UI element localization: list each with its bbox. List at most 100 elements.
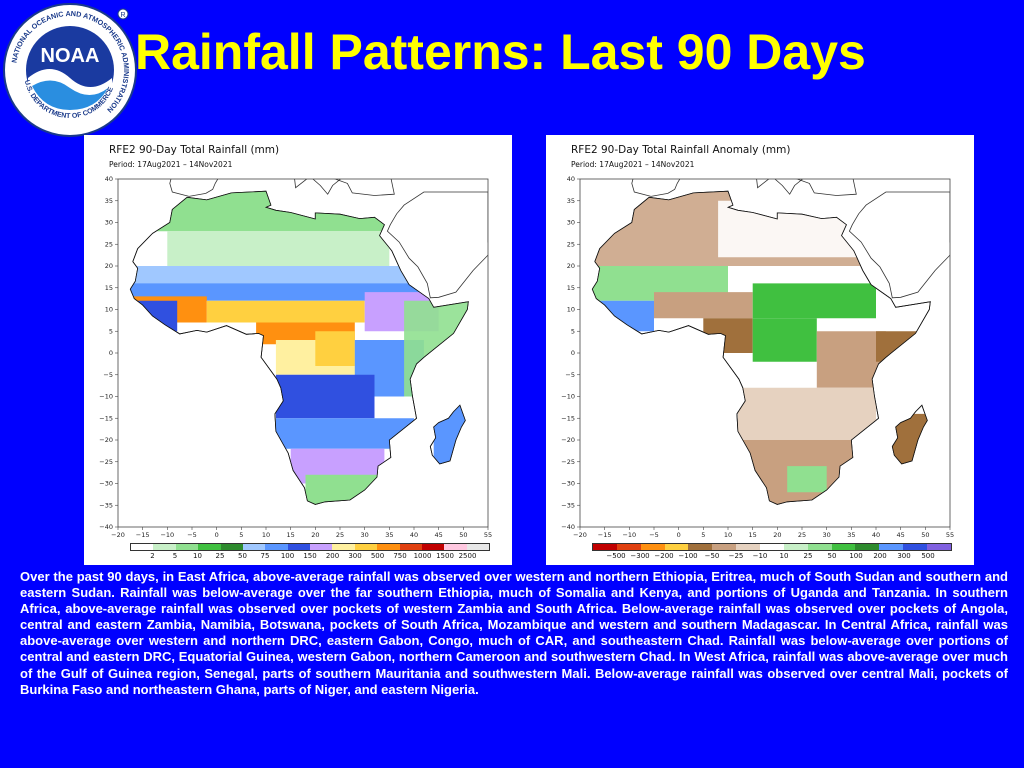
turkey-greece-landmass — [312, 179, 395, 196]
lon-tick-label: −20 — [111, 531, 125, 539]
lon-tick-label: 5 — [701, 531, 705, 539]
rainfall-anomaly-map: 4035302520151050−5−10−15−20−25−30−35−40−… — [561, 175, 954, 539]
legend-swatch — [807, 544, 832, 550]
legend-label: 1500 — [436, 552, 454, 560]
rainfall-anomaly-map-panel: 40 35 30 25 20 15 10 5 0 −5 −10 −15 −20 −25 −30 −35 −40−… — [546, 135, 974, 565]
legend-swatch — [131, 544, 154, 550]
rainfall-anomaly-map-title: RFE2 90-Day Total Rainfall Anomaly (mm) — [571, 144, 791, 156]
lat-tick-label: −25 — [99, 458, 113, 466]
lat-tick-label: 5 — [571, 327, 575, 335]
lat-tick-label: 10 — [105, 306, 113, 314]
legend-swatch — [466, 544, 489, 550]
lon-tick-label: 45 — [435, 531, 443, 539]
legend-label: 2 — [150, 552, 155, 560]
summary-text: Over the past 90 days, in East Africa, a… — [20, 569, 1008, 697]
rainfall-region — [752, 283, 876, 319]
lat-tick-label: 0 — [109, 349, 113, 357]
iberia-landmass — [169, 179, 219, 197]
lon-tick-label: 10 — [262, 531, 270, 539]
legend-swatch — [593, 544, 617, 550]
rainfall-anomaly-legend-bar — [592, 543, 952, 551]
legend-swatch — [242, 544, 266, 550]
legend-label: 50 — [827, 552, 837, 560]
legend-label: −300 — [630, 552, 650, 560]
lon-tick-label: 35 — [385, 531, 393, 539]
legend-swatch — [153, 544, 176, 550]
iberia-landmass — [631, 179, 681, 197]
lat-tick-label: −40 — [99, 523, 113, 531]
lat-tick-label: 30 — [567, 219, 575, 227]
legend-label: −500 — [606, 552, 626, 560]
total-rainfall-map-title: RFE2 90-Day Total Rainfall (mm) — [109, 144, 280, 156]
lat-tick-label: −35 — [561, 501, 575, 509]
lon-tick-label: −5 — [187, 531, 197, 539]
legend-swatch — [736, 544, 761, 550]
rainfall-region — [137, 300, 178, 332]
legend-label: −100 — [678, 552, 698, 560]
legend-swatch — [265, 544, 288, 550]
lon-tick-label: 45 — [897, 531, 905, 539]
lon-tick-label: 20 — [311, 531, 319, 539]
rainfall-region — [167, 231, 390, 266]
lat-tick-label: −30 — [99, 480, 113, 488]
legend-swatch — [444, 544, 467, 550]
legend-swatch — [879, 544, 904, 550]
legend-label: 2500 — [458, 552, 477, 560]
rainfall-region — [275, 374, 375, 419]
rainfall-region — [876, 331, 931, 362]
lat-tick-label: −35 — [99, 501, 113, 509]
lon-tick-label: −20 — [573, 531, 587, 539]
legend-label: 50 — [238, 552, 247, 560]
legend-label: 150 — [303, 552, 317, 560]
lat-tick-label: −5 — [565, 371, 575, 379]
rainfall-region — [206, 300, 365, 323]
svg-text:R: R — [120, 12, 125, 19]
lat-tick-label: −20 — [561, 436, 575, 444]
legend-label: 25 — [215, 552, 225, 560]
legend-swatch — [640, 544, 665, 550]
legend-label: −10 — [752, 552, 768, 560]
lon-tick-label: −5 — [649, 531, 659, 539]
legend-label: 500 — [370, 552, 385, 560]
lon-tick-label: 50 — [459, 531, 467, 539]
lat-tick-label: −10 — [99, 393, 113, 401]
lon-tick-label: 55 — [946, 531, 954, 539]
rainfall-region — [703, 318, 753, 353]
rainfall-region — [315, 331, 355, 366]
lat-tick-label: 25 — [567, 240, 575, 248]
arabia-landmass — [848, 191, 950, 299]
lon-tick-label: 10 — [724, 531, 732, 539]
lon-tick-label: 0 — [215, 531, 219, 539]
legend-label: −200 — [654, 552, 674, 560]
total-rainfall-map-period: Period: 17Aug2021 – 14Nov2021 — [109, 160, 233, 169]
lon-tick-label: −10 — [160, 531, 174, 539]
lat-tick-label: −15 — [561, 414, 575, 422]
legend-label: −25 — [728, 552, 744, 560]
legend-swatch — [664, 544, 689, 550]
madagascar-outline — [429, 404, 466, 465]
legend-swatch — [688, 544, 713, 550]
total-rainfall-map-panel: 40 35 30 25 20 15 10 5 0 −5 −10 −15 −20 −25 −30 −35 −40−… — [84, 135, 512, 565]
legend-label: 100 — [280, 552, 295, 560]
legend-label: −50 — [704, 552, 720, 560]
legend-label: 200 — [325, 552, 340, 560]
lat-tick-label: 10 — [567, 306, 575, 314]
rainfall-region — [592, 300, 654, 332]
rainfall-region — [130, 266, 414, 288]
rainfall-region — [787, 466, 827, 493]
africa-outline — [591, 190, 931, 505]
lat-tick-label: −5 — [103, 371, 113, 379]
lon-tick-label: 25 — [798, 531, 806, 539]
lon-tick-label: −15 — [136, 531, 150, 539]
lat-tick-label: 20 — [567, 262, 575, 270]
lat-tick-label: 40 — [105, 175, 113, 183]
arabia-landmass — [386, 191, 488, 299]
lat-tick-label: 15 — [567, 284, 575, 292]
legend-label: 100 — [849, 552, 863, 560]
italy-landmass — [293, 179, 308, 189]
legend-swatch — [760, 544, 784, 550]
lon-tick-label: −15 — [598, 531, 612, 539]
logo-text: NOAA — [41, 45, 100, 67]
lat-tick-label: 35 — [567, 197, 575, 205]
